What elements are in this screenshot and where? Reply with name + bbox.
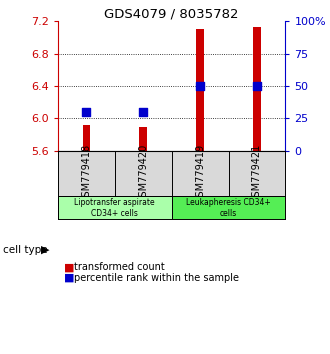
Text: ■: ■ [64,262,75,272]
Text: GSM779420: GSM779420 [138,144,148,203]
Bar [253,27,261,150]
Text: Lipotransfer aspirate
CD34+ cells: Lipotransfer aspirate CD34+ cells [74,198,155,218]
Point [83,109,89,115]
Text: transformed count: transformed count [74,262,165,272]
Text: GSM779419: GSM779419 [195,144,205,203]
Bar [58,196,172,219]
Bar [172,196,285,219]
Bar [82,125,90,150]
Point [197,83,203,89]
Point [141,109,146,115]
Text: GSM779421: GSM779421 [252,144,262,203]
Point [254,83,260,89]
Text: percentile rank within the sample: percentile rank within the sample [74,273,239,283]
Title: GDS4079 / 8035782: GDS4079 / 8035782 [104,7,239,20]
Bar [140,127,147,150]
Text: GSM779418: GSM779418 [81,144,91,203]
Text: ■: ■ [64,273,75,283]
Text: ▶: ▶ [41,245,50,255]
Text: Leukapheresis CD34+
cells: Leukapheresis CD34+ cells [186,198,271,218]
Bar [196,29,204,150]
Text: cell type: cell type [3,245,48,255]
